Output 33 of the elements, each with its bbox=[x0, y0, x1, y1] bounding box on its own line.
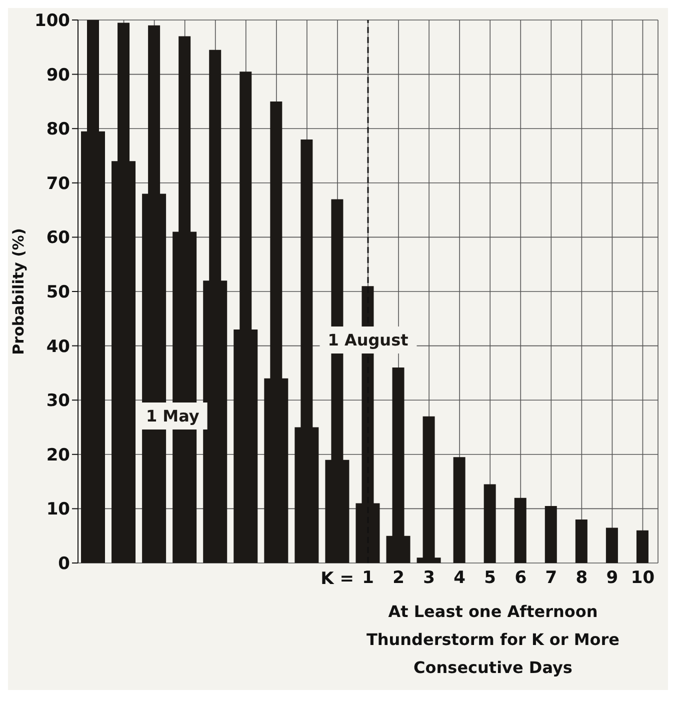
y-tick-label: 50 bbox=[46, 282, 70, 303]
y-tick-label: 80 bbox=[46, 120, 70, 140]
y-tick-label: 20 bbox=[46, 445, 70, 466]
bar bbox=[453, 457, 466, 563]
text: K = bbox=[320, 569, 354, 589]
bar bbox=[544, 506, 557, 563]
x-tick-label: 4 bbox=[454, 568, 466, 588]
bar bbox=[484, 484, 496, 563]
series-label: 1 August bbox=[320, 326, 416, 354]
bar bbox=[606, 528, 618, 563]
x-tick-label: 5 bbox=[484, 568, 496, 588]
x-tick-label: 8 bbox=[576, 568, 588, 588]
x-tick-label: 3 bbox=[423, 568, 435, 588]
bar bbox=[636, 530, 648, 563]
y-tick-label: 60 bbox=[46, 228, 70, 248]
y-tick-label: 90 bbox=[46, 65, 70, 86]
series-label: 1 May bbox=[138, 402, 208, 430]
bar bbox=[575, 520, 588, 563]
x-tick-label: 1 bbox=[362, 568, 374, 588]
bar bbox=[514, 498, 526, 563]
y-tick-label: 30 bbox=[46, 391, 70, 412]
x-tick-label: 6 bbox=[514, 568, 527, 588]
x-tick-label: 7 bbox=[545, 568, 558, 588]
x-tick-label: 10 bbox=[630, 568, 655, 588]
y-tick-label: 10 bbox=[46, 500, 70, 520]
y-tick-label: 100 bbox=[34, 11, 70, 32]
y-axis-title: Probability (%) bbox=[9, 228, 28, 355]
y-tick-label: 40 bbox=[46, 336, 70, 357]
x-axis-title: At Least one Afternoon Thunderstorm for K or More Consecutive Days bbox=[365, 601, 621, 679]
x-tick-label: 2 bbox=[392, 568, 404, 588]
x-tick-label: 9 bbox=[606, 568, 618, 588]
y-tick-label: 0 bbox=[58, 554, 70, 574]
y-tick-label: 70 bbox=[46, 174, 70, 194]
